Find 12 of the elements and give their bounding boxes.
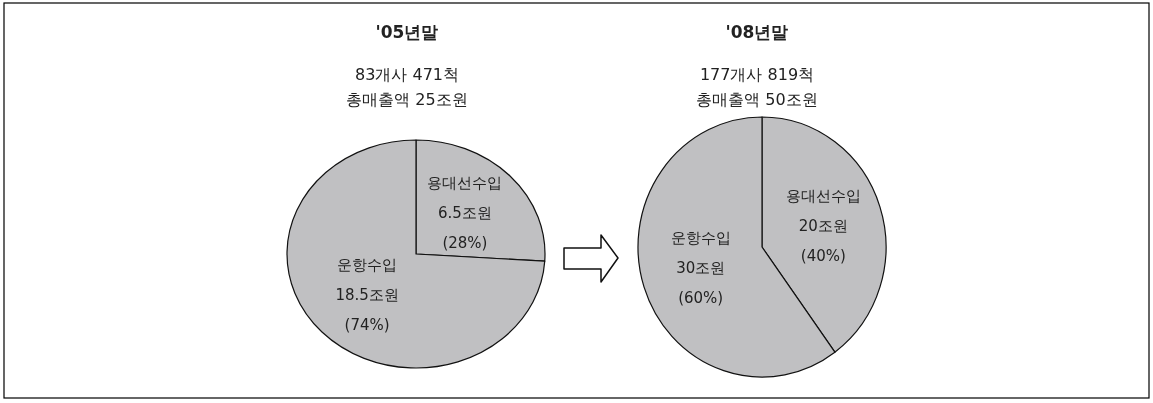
data-label: 6.5조원 (28%) xyxy=(437,204,492,253)
data-label: 30조원 (60%) xyxy=(676,258,726,307)
chart-title: '05년말 xyxy=(375,22,439,42)
data-label: 18.5조원 (74%) xyxy=(335,285,399,334)
slice-label: 용대선수입 xyxy=(785,187,861,206)
slice-label: 운항수입 xyxy=(670,228,731,247)
slice-label: 운항수입 xyxy=(337,255,398,274)
data-label: 20조원 (40%) xyxy=(798,217,848,266)
chart-subtitle: 83개사 471척 총매출액 25조원 xyxy=(346,65,468,109)
chart-subtitle: 177개사 819척 총매출액 50조원 xyxy=(696,65,818,109)
slice-label: 용대선수입 xyxy=(427,174,503,193)
chart-title: '08년말 xyxy=(725,22,789,42)
